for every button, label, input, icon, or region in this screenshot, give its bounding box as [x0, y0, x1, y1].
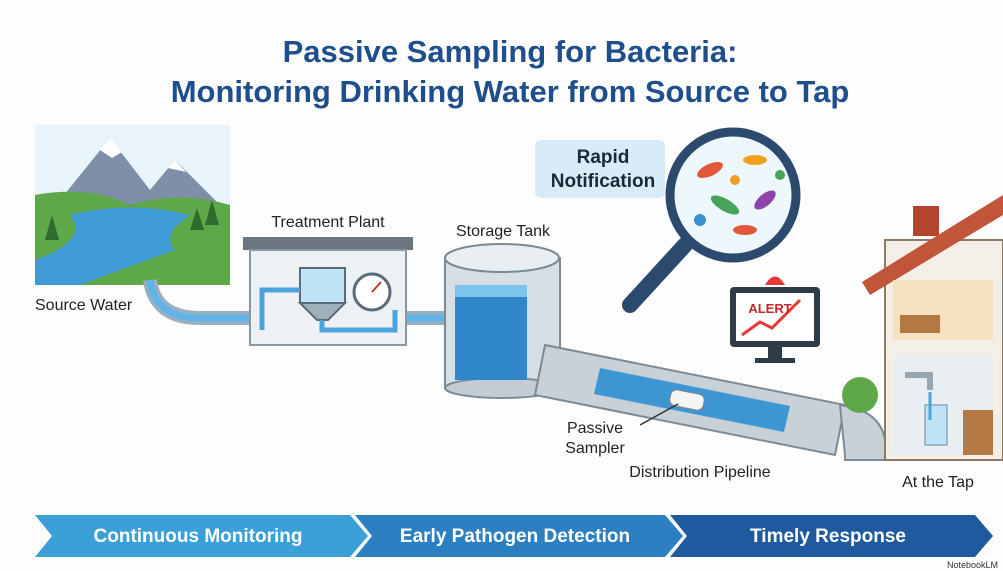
stage-label: Passive: [567, 420, 623, 437]
stage-label: Source Water: [35, 297, 133, 314]
banner-text: Early Pathogen Detection: [400, 526, 630, 547]
watermark: NotebookLM: [947, 560, 998, 570]
stage-label: Distribution Pipeline: [629, 464, 771, 481]
house: [842, 195, 1003, 461]
alert-monitor: [730, 276, 820, 363]
notification-box: [535, 140, 665, 198]
banner-text: Continuous Monitoring: [94, 526, 303, 547]
stage-label: Sampler: [565, 440, 625, 457]
banner-step: [670, 515, 993, 557]
treatment-plant: [243, 237, 413, 346]
title-line: Passive Sampling for Bacteria:: [283, 34, 738, 69]
storage-tank: [444, 243, 561, 399]
banner-step: [35, 515, 368, 557]
pipe-water: [146, 279, 250, 322]
banner-step: [355, 515, 683, 557]
magnifier: [622, 127, 801, 313]
alert-text: ALERT: [748, 301, 791, 316]
notification-text: Notification: [551, 171, 656, 192]
source-scene: [35, 125, 230, 285]
distribution-pipe: [533, 343, 886, 461]
stage-label: Treatment Plant: [271, 214, 385, 231]
title-line: Monitoring Drinking Water from Source to…: [171, 74, 850, 109]
notification-text: Rapid: [577, 147, 630, 168]
banner-text: Timely Response: [750, 526, 906, 547]
stage-label: Storage Tank: [456, 223, 551, 240]
stage-label: At the Tap: [902, 474, 974, 491]
